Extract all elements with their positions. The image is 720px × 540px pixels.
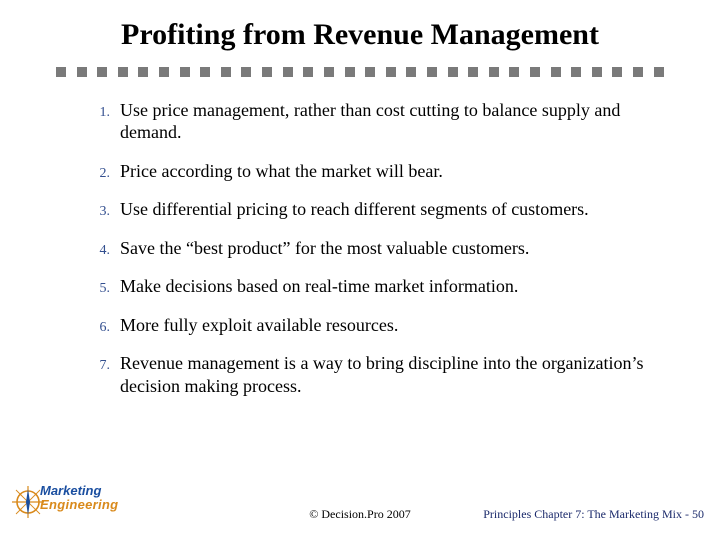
list-item-text: Make decisions based on real-time market…: [120, 275, 518, 298]
divider-square: [118, 67, 128, 77]
list-item-text: Use price management, rather than cost c…: [120, 99, 650, 144]
divider-square: [221, 67, 231, 77]
divider-square: [262, 67, 272, 77]
divider-square: [448, 67, 458, 77]
list-item-number: 1.: [88, 105, 110, 121]
divider-square: [427, 67, 437, 77]
divider-square: [324, 67, 334, 77]
divider-square: [77, 67, 87, 77]
divider-square: [530, 67, 540, 77]
list-item-text: More fully exploit available resources.: [120, 314, 398, 337]
divider-square: [571, 67, 581, 77]
divider-square: [97, 67, 107, 77]
divider-square: [283, 67, 293, 77]
divider-square: [138, 67, 148, 77]
divider-square: [406, 67, 416, 77]
divider-square: [551, 67, 561, 77]
list-item-number: 7.: [88, 358, 110, 374]
divider-square: [180, 67, 190, 77]
page-label: Principles Chapter 7: The Marketing Mix …: [483, 507, 704, 522]
divider-square: [633, 67, 643, 77]
list-item-number: 3.: [88, 204, 110, 220]
divider-square: [159, 67, 169, 77]
list-item-number: 6.: [88, 320, 110, 336]
list-item-text: Price according to what the market will …: [120, 160, 443, 183]
list-item: 1. Use price management, rather than cost…: [88, 99, 650, 144]
divider-square: [509, 67, 519, 77]
list-item-number: 2.: [88, 166, 110, 182]
divider-square: [241, 67, 251, 77]
list-item: 4. Save the “best product” for the most v…: [88, 237, 650, 260]
dotted-divider: [56, 67, 664, 77]
slide-footer: Marketing Engineering © Decision.Pro 200…: [0, 478, 720, 530]
divider-square: [489, 67, 499, 77]
divider-square: [612, 67, 622, 77]
list-item-text: Use differential pricing to reach differ…: [120, 198, 589, 221]
divider-square: [345, 67, 355, 77]
list-item: 7. Revenue management is a way to bring d…: [88, 352, 650, 397]
list-item-text: Save the “best product” for the most val…: [120, 237, 529, 260]
list-item-number: 5.: [88, 281, 110, 297]
divider-square: [365, 67, 375, 77]
divider-square: [654, 67, 664, 77]
brand-line-1: Marketing: [40, 484, 118, 498]
slide-title: Profiting from Revenue Management: [50, 18, 670, 53]
slide: Profiting from Revenue Management 1. Use …: [0, 0, 720, 540]
list-item-text: Revenue management is a way to bring dis…: [120, 352, 650, 397]
list-item: 2. Price according to what the market wil…: [88, 160, 650, 183]
list-item: 5. Make decisions based on real-time mark…: [88, 275, 650, 298]
divider-square: [386, 67, 396, 77]
numbered-list: 1. Use price management, rather than cost…: [50, 99, 670, 398]
divider-square: [592, 67, 602, 77]
list-item: 6. More fully exploit available resources…: [88, 314, 650, 337]
divider-square: [303, 67, 313, 77]
list-item: 3. Use differential pricing to reach diff…: [88, 198, 650, 221]
divider-square: [56, 67, 66, 77]
divider-square: [200, 67, 210, 77]
divider-square: [468, 67, 478, 77]
list-item-number: 4.: [88, 243, 110, 259]
